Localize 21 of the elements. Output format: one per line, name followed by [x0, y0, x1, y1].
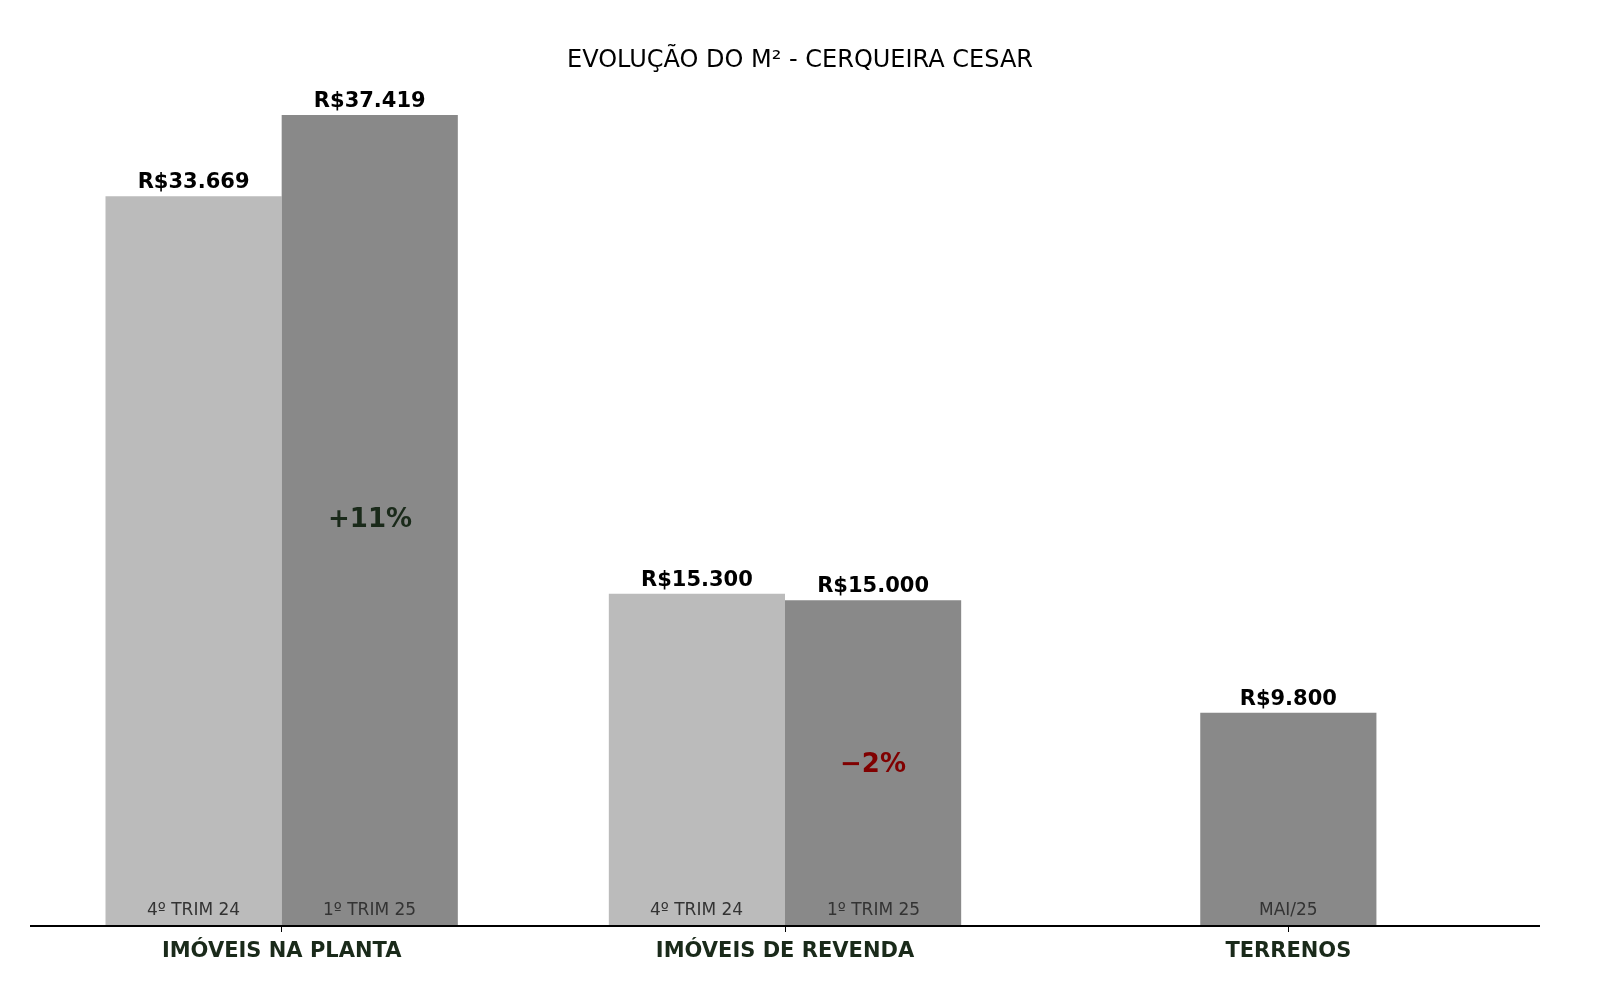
series-label: 4º TRIM 24 — [147, 899, 241, 919]
data-label: R$37.419 — [313, 88, 426, 112]
bar — [608, 593, 785, 925]
series-label: MAI/25 — [1259, 899, 1318, 919]
data-label: R$33.669 — [137, 169, 250, 194]
data-label: R$15.300 — [641, 566, 753, 591]
x-tick-label: IMÓVEIS DE REVENDA — [655, 937, 915, 963]
bar — [281, 115, 458, 925]
bar — [785, 600, 962, 925]
annotation: +11% — [328, 503, 413, 533]
annotation: −2% — [840, 748, 906, 778]
chart-title: EVOLUÇÃO DO M² - CERQUEIRA CESAR — [566, 42, 1034, 73]
series-label: 1º TRIM 25 — [323, 899, 417, 919]
text: 1º TRIM 25 — [827, 899, 921, 919]
text: 4º TRIM 24 — [650, 899, 744, 919]
data-label: R$9.800 — [1239, 685, 1337, 710]
x-tick-label: TERRENOS — [1225, 938, 1352, 963]
x-tick-label: IMÓVEIS NA PLANTA — [161, 937, 403, 963]
data-label: R$15.000 — [817, 573, 929, 598]
bar — [105, 196, 282, 925]
bar — [1200, 712, 1377, 925]
